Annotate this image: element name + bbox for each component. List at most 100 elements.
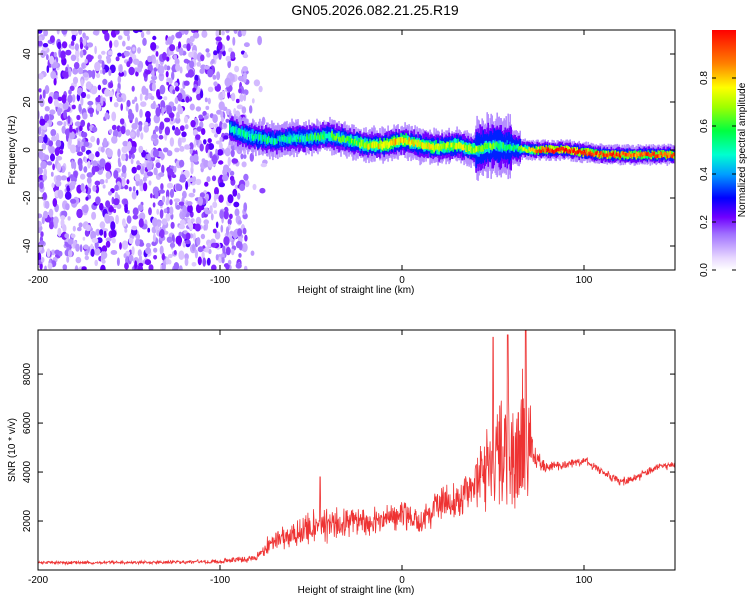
snr-series-line — [38, 330, 675, 566]
ridge-cell — [468, 144, 470, 152]
noise-speck — [47, 96, 53, 104]
noise-speck — [82, 236, 86, 241]
ridge-cell — [266, 138, 268, 145]
ridge-cell — [477, 147, 479, 153]
noise-speck — [215, 36, 222, 42]
noise-speck — [166, 56, 170, 62]
x-tick-label: -200 — [28, 275, 48, 286]
noise-speck — [135, 102, 139, 113]
noise-speck — [239, 93, 244, 102]
noise-speck — [40, 161, 47, 169]
noise-speck — [192, 188, 196, 194]
ridge-cell — [536, 149, 538, 154]
noise-speck — [227, 259, 232, 265]
noise-speck — [144, 259, 152, 266]
ridge-cell — [358, 138, 360, 145]
ridge-cell — [349, 137, 351, 145]
noise-speck — [121, 240, 129, 250]
ridge-cell — [502, 142, 504, 149]
noise-speck — [182, 190, 187, 199]
ridge-cell — [291, 135, 293, 142]
noise-speck — [99, 69, 103, 74]
ridge-cell — [359, 142, 361, 149]
noise-speck — [128, 237, 134, 244]
noise-speck — [249, 105, 253, 114]
ridge-cell — [522, 147, 524, 151]
ridge-cell — [382, 141, 384, 148]
noise-speck — [38, 30, 43, 34]
ridge-cell — [360, 139, 362, 147]
ridge-cell — [530, 147, 532, 151]
ridge-cell — [345, 138, 347, 143]
noise-speck — [173, 262, 180, 270]
noise-speck — [184, 124, 189, 130]
noise-speck — [195, 216, 202, 226]
noise-speck — [237, 75, 244, 82]
noise-speck — [199, 143, 204, 152]
ridge-cell — [625, 152, 628, 157]
noise-speck — [168, 171, 175, 176]
noise-speck — [41, 130, 45, 138]
noise-speck — [179, 174, 186, 183]
colorbar-tick-label: 0.4 — [699, 167, 710, 181]
noise-speck — [173, 165, 177, 173]
ridge-cell — [599, 152, 602, 159]
ridge-cell — [548, 149, 550, 153]
noise-speck — [208, 248, 212, 255]
ridge-cell — [532, 147, 534, 152]
ridge-cell — [638, 152, 641, 156]
ridge-cell — [464, 142, 466, 149]
noise-speck — [55, 175, 62, 182]
ridge-cell — [342, 135, 344, 142]
ridge-cell — [351, 138, 353, 144]
ridge-cell — [574, 147, 576, 154]
ridge-cell — [527, 149, 529, 153]
ridge-cell — [486, 143, 488, 150]
ridge-cell — [533, 148, 535, 153]
noise-speck — [221, 30, 225, 36]
ridge-cell — [552, 145, 554, 152]
ridge-cell — [424, 144, 426, 149]
noise-speck — [70, 54, 77, 62]
noise-speck — [227, 194, 234, 204]
noise-speck — [227, 168, 232, 173]
noise-speck — [199, 68, 205, 74]
ridge-cell — [501, 144, 503, 150]
noise-speck — [106, 148, 113, 158]
noise-speck — [69, 131, 75, 140]
ridge-cell — [333, 134, 335, 140]
ridge-cell — [395, 138, 397, 145]
noise-speck — [176, 111, 180, 120]
ridge-cell — [554, 149, 556, 153]
ridge-cell — [621, 151, 624, 155]
snr-y-label: SNR (10 * v/v) — [7, 418, 18, 482]
noise-speck — [95, 96, 102, 103]
ridge-cell — [418, 142, 420, 148]
ridge-cell — [341, 136, 343, 142]
noise-speck — [131, 191, 137, 200]
noise-speck — [80, 183, 85, 192]
noise-speck — [51, 182, 55, 189]
ridge-cell — [262, 134, 264, 142]
noise-speck — [38, 244, 43, 251]
noise-speck — [86, 42, 94, 48]
noise-speck — [189, 35, 195, 43]
noise-speck — [115, 30, 120, 35]
noise-speck — [214, 231, 221, 240]
ridge-cell — [288, 137, 290, 144]
noise-speck — [230, 51, 236, 59]
noise-speck — [253, 79, 261, 87]
ridge-cell — [611, 153, 614, 157]
noise-speck — [101, 251, 108, 259]
noise-speck — [168, 253, 173, 259]
ridge-cell — [480, 146, 482, 152]
ridge-cell — [635, 151, 638, 155]
noise-speck — [132, 47, 136, 52]
ridge-cell — [509, 144, 511, 150]
ridge-cell — [253, 135, 255, 141]
y-tick-label: 0 — [22, 147, 33, 153]
noise-speck — [189, 222, 194, 231]
snr-x-axis: -200 -100 0 100 — [28, 330, 593, 586]
noise-speck — [65, 49, 72, 56]
ridge-cell — [324, 133, 326, 140]
